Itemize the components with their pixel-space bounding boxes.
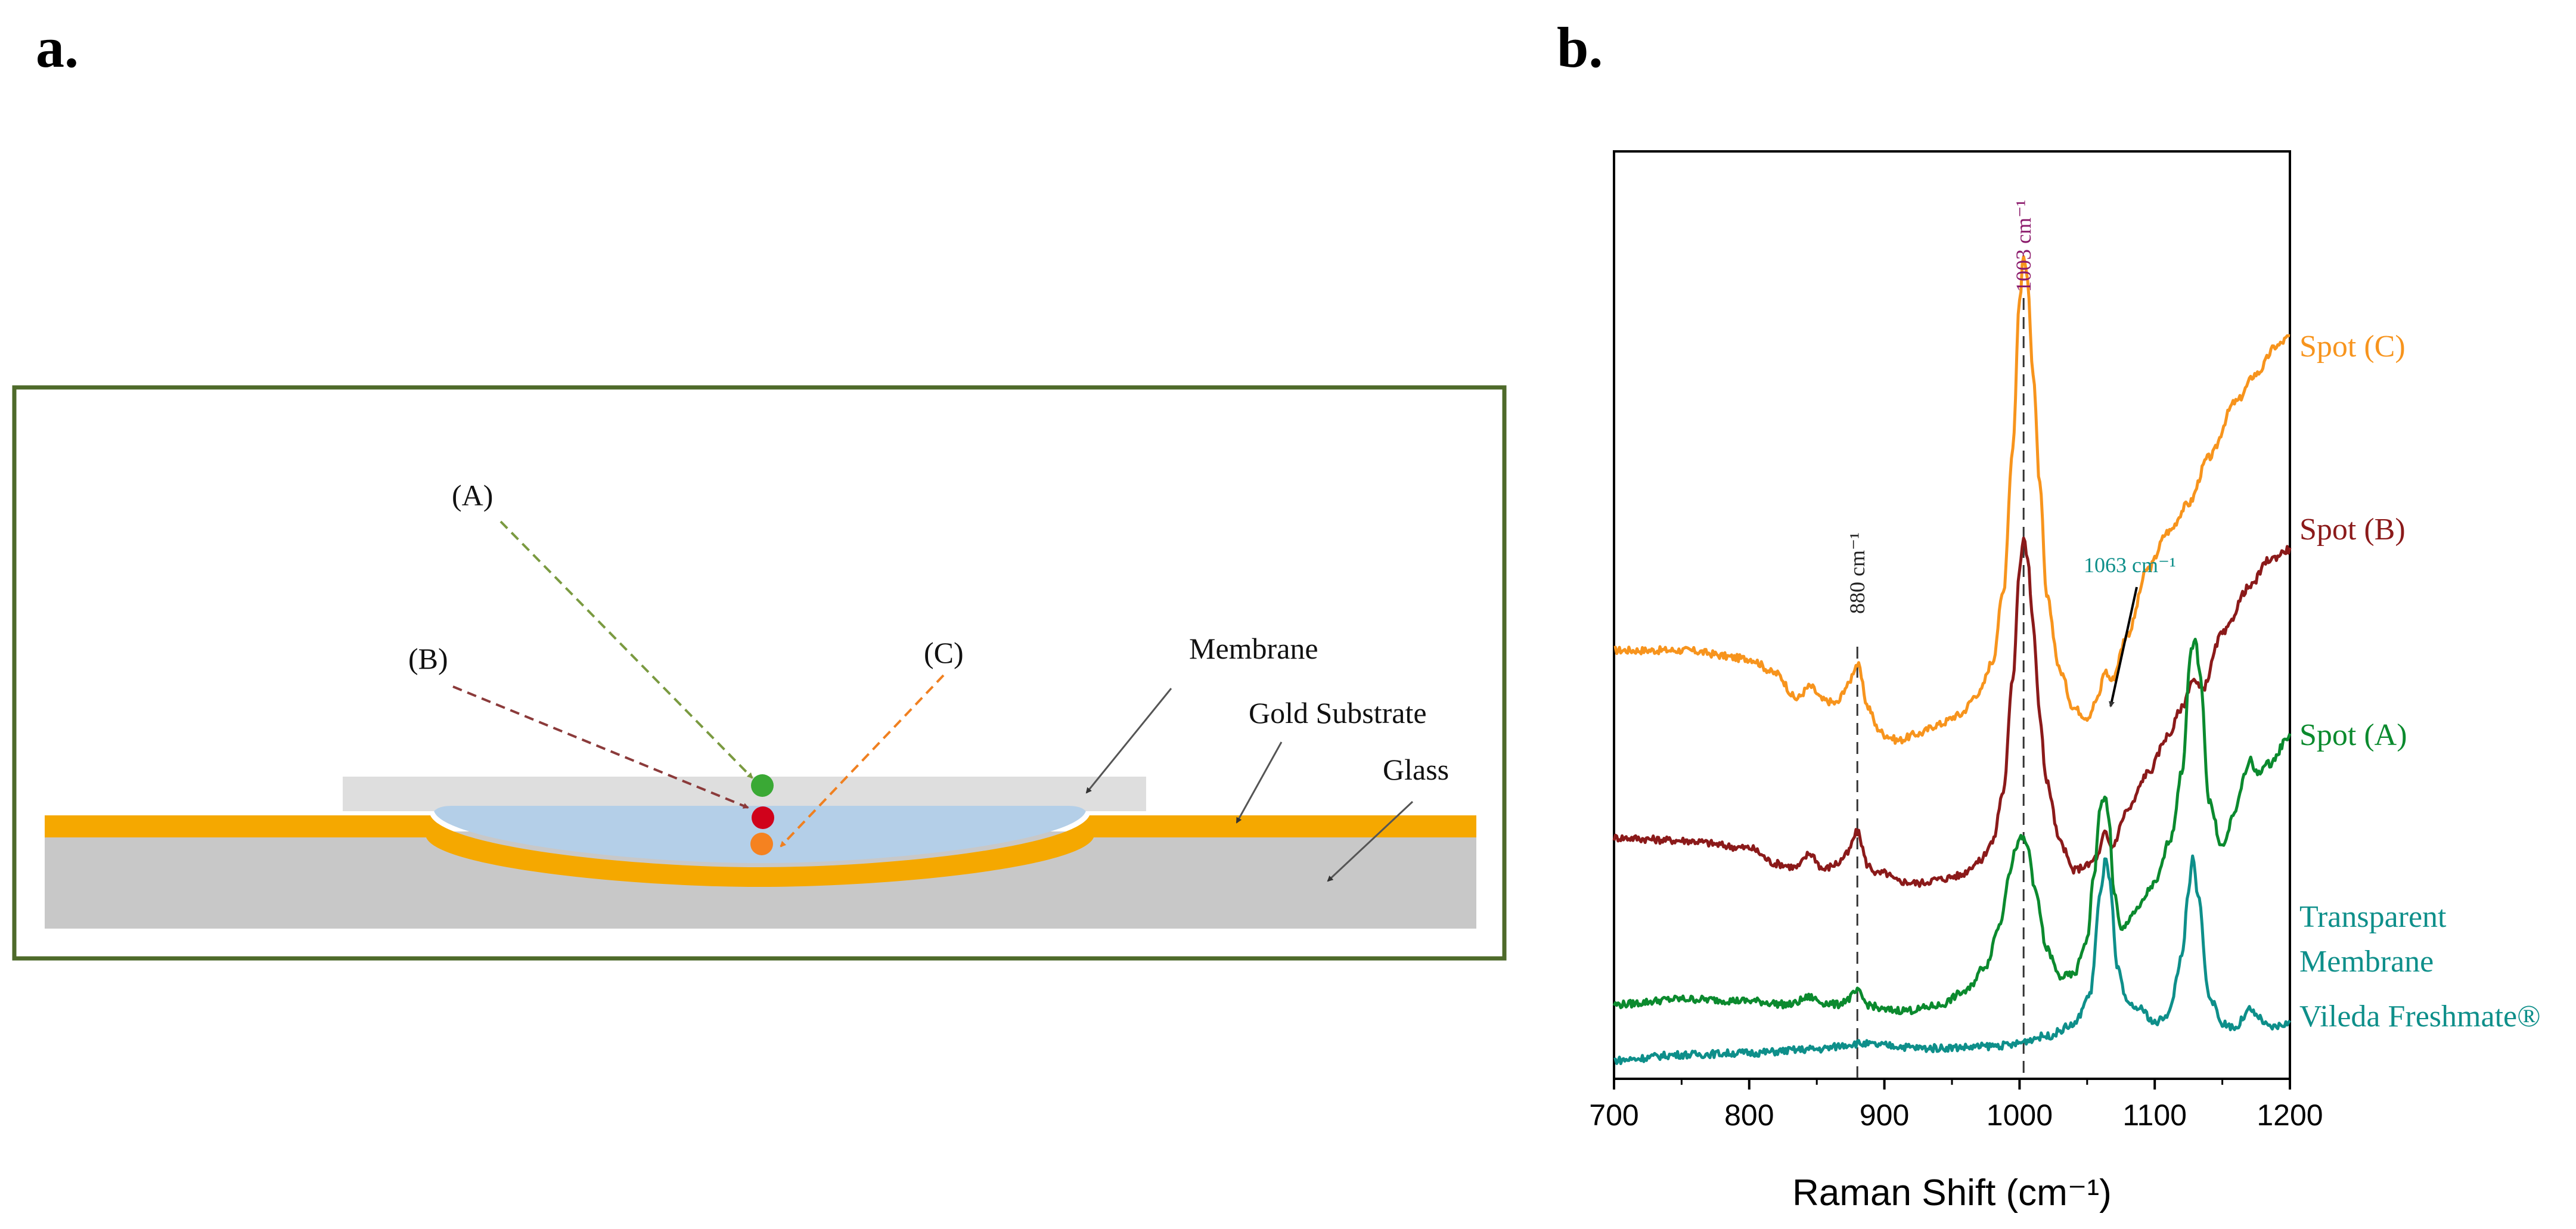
annotation-1003: 1003 cm⁻¹ (2012, 200, 2035, 292)
x-tick-label-1100: 1100 (2122, 1098, 2187, 1132)
legend-vileda: Vileda Freshmate® (2299, 1000, 2541, 1034)
membrane-pointer (1085, 688, 1172, 794)
device-diagram: (A) (B) (C) Membrane Gold Substrate Glas… (12, 385, 1507, 961)
peak-reference-lines (1856, 298, 2025, 1079)
x-axis-ticks (1613, 1079, 2291, 1090)
glass-pointer (1327, 800, 1414, 882)
arrow-spot-a (499, 520, 753, 779)
spot-c-dot (750, 833, 773, 855)
spot-b-dot (752, 806, 774, 829)
raman-chart: 700 800 900 1000 1100 1200 Raman Shift (cm⁻¹)… (1589, 150, 2541, 1214)
legend-spot-b: Spot (B) (2299, 513, 2406, 547)
x-tick-label-1000: 1000 (1987, 1098, 2053, 1132)
spectra-series (1612, 255, 2292, 1065)
spot-a-dot (751, 774, 774, 797)
glass-label: Glass (1383, 753, 1449, 786)
annotation-880: 880 cm⁻¹ (1845, 532, 1869, 614)
arrow-spot-b (452, 685, 749, 809)
x-axis-label: Raman Shift (cm⁻¹) (1792, 1172, 2112, 1214)
series-line-vileda-freshmate (1613, 854, 2292, 1065)
gold-pointer (1236, 741, 1283, 824)
panel-b-label: b. (1557, 15, 1603, 79)
x-tick-label-800: 800 (1724, 1098, 1774, 1132)
gold-layer (45, 815, 1476, 887)
arrow-spot-c (780, 674, 945, 848)
spot-b-label: (B) (408, 642, 448, 675)
series-line-spot-b (1612, 536, 2292, 888)
x-axis-tick-labels: 700 800 900 1000 1100 1200 (1589, 1098, 2323, 1132)
panel-a-label: a. (36, 15, 79, 79)
spot-c-label: (C) (924, 636, 964, 669)
x-tick-label-1200: 1200 (2257, 1098, 2323, 1132)
spot-a-label: (A) (452, 479, 493, 512)
series-line-spot-c (1613, 255, 2291, 745)
plot-area-frame (1613, 150, 2291, 1080)
annotation-1063-arrow (2109, 586, 2138, 707)
membrane-label: Membrane (1189, 632, 1318, 665)
legend-transparent-line1: Transparent (2299, 900, 2447, 934)
legend-spot-a: Spot (A) (2299, 718, 2407, 752)
annotation-1063: 1063 cm⁻¹ (2084, 553, 2176, 577)
x-tick-label-700: 700 (1589, 1098, 1638, 1132)
x-tick-label-900: 900 (1860, 1098, 1909, 1132)
legend-transparent-line2: Membrane (2299, 945, 2434, 979)
legend-spot-c: Spot (C) (2299, 330, 2406, 364)
series-line-spot-a (1612, 638, 2292, 1016)
gold-substrate-label: Gold Substrate (1249, 696, 1427, 730)
